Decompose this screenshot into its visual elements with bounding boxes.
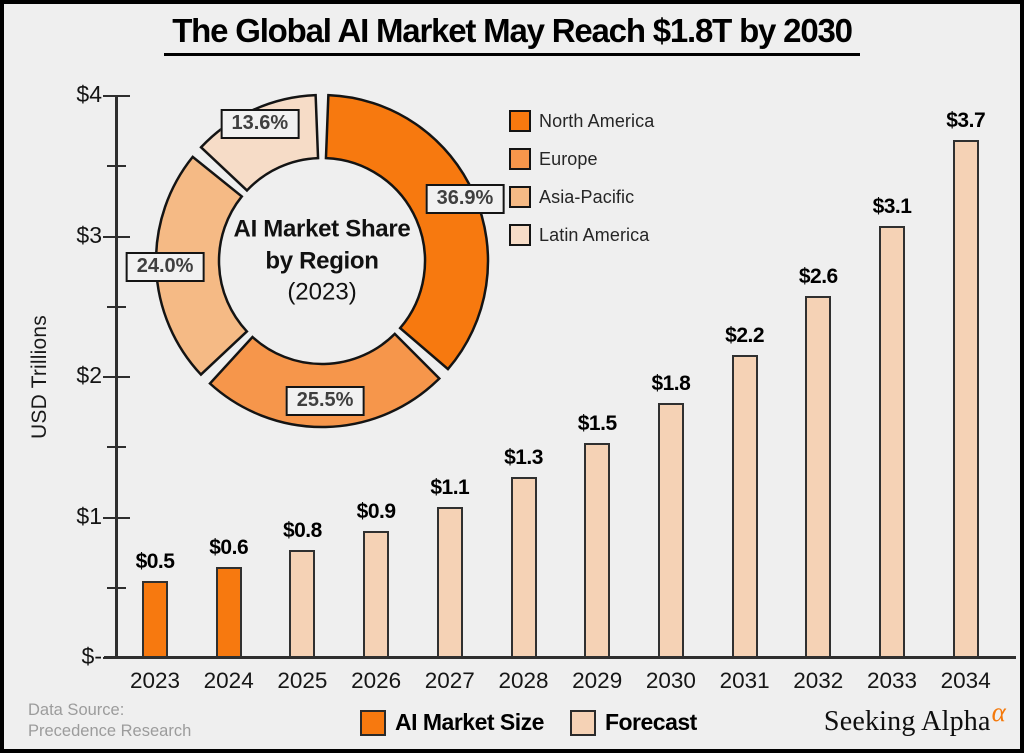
y-major-tick [103,376,130,378]
legend-label: AI Market Size [395,709,544,735]
donut-slice-value: 36.9% [425,183,505,214]
y-minor-tick [107,305,126,308]
legend-item-latin-america: Latin America [509,216,654,254]
y-minor-tick [107,165,126,168]
donut-center-line3: (2023) [287,278,357,306]
chart-title: The Global AI Market May Reach $1.8T by … [164,12,860,56]
bar-value-label: $2.2 [725,323,765,347]
legend-label: Europe [539,148,598,169]
x-tick-label: 2033 [866,668,918,693]
y-minor-tick [107,586,126,589]
x-tick-label: 2031 [719,668,770,693]
legend-label: Latin America [539,224,650,245]
x-tick-label: 2026 [351,668,402,693]
legend-swatch [360,709,386,736]
legend-swatch [509,110,531,132]
legend-swatch [509,148,531,170]
bar-2028 [510,477,537,658]
bar-value-label: $3.7 [946,108,986,132]
donut-legend: North America Europe Asia-Pacific Latin Ame… [509,102,654,254]
bar-value-label: $1.8 [651,371,691,395]
y-tick-label: $2 [76,362,102,388]
legend-item-forecast: Forecast [569,709,697,736]
legend-item-asia-pacific: Asia-Pacific [509,178,654,216]
y-major-tick [103,235,130,238]
y-tick-label: $1 [76,502,102,529]
bar-2023 [142,581,168,658]
title-wrap: The Global AI Market May Reach $1.8T by … [4,12,1020,56]
bar-2032 [805,295,832,658]
legend-swatch [509,186,531,208]
y-major-tick [103,95,130,97]
x-tick-label: 2024 [203,668,254,693]
legend-item-ai-market-size: AI Market Size [360,709,544,736]
legend-label: Asia-Pacific [539,186,635,207]
bar-value-label: $0.9 [356,499,396,523]
bar-2026 [363,530,390,658]
bar-value-label: $0.6 [209,536,249,560]
y-major-tick [103,657,130,659]
x-tick-label: 2034 [940,668,991,693]
alpha-icon: α [991,697,1006,727]
donut-slice-value: 24.0% [125,251,205,282]
seeking-alpha-logo: Seeking Alphaα [823,697,1006,738]
bar-2027 [436,506,463,658]
donut-center-label: AI Market Share by Region (2023) [202,213,442,308]
x-tick-label: 2027 [424,668,475,693]
bar-value-label: $1.5 [577,412,617,436]
y-tick-label: $4 [76,81,102,107]
bar-value-label: $2.6 [798,264,838,288]
y-tick-label: $- [81,643,102,669]
legend-item-north-america: North America [509,102,654,140]
bar-value-label: $0.8 [282,519,322,543]
y-tick-label: $3 [76,221,102,248]
bar-2024 [215,567,242,658]
x-tick-label: 2023 [129,668,181,693]
bar-2029 [584,443,611,658]
y-major-tick [103,516,130,519]
legend-label: Forecast [604,709,697,735]
x-tick-label: 2025 [277,668,328,693]
data-source-line2: Precedence Research [28,722,192,741]
legend-swatch [509,224,531,246]
x-tick-label: 2032 [793,668,844,693]
data-source-line1: Data Source: [28,701,125,719]
bar-value-label: $1.3 [504,446,543,470]
data-source: Data Source: Precedence Research [28,700,191,743]
donut-center-line2: by Region [265,247,379,275]
bar-value-label: $3.1 [872,194,912,218]
donut-slice-value: 25.5% [285,385,365,416]
x-tick-label: 2029 [572,668,623,693]
x-tick-label: 2028 [498,668,549,693]
bar-2025 [289,550,316,658]
legend-label: North America [539,110,655,131]
y-minor-tick [107,446,126,449]
bar-value-label: $1.1 [430,475,470,499]
bar-2034 [952,139,979,658]
bar-value-label: $0.5 [135,550,175,574]
seeking-alpha-text: Seeking Alpha [823,706,991,737]
donut-slice-value: 13.6% [220,109,300,140]
legend-item-europe: Europe [509,140,654,178]
bar-legend: AI Market Size Forecast [360,709,697,736]
bar-2031 [731,354,758,658]
donut-center-line1: AI Market Share [233,215,411,243]
bar-2033 [879,225,905,658]
x-tick-label: 2030 [645,668,696,693]
x-axis-line [104,656,1016,659]
legend-swatch [569,709,596,736]
bar-2030 [657,402,684,658]
